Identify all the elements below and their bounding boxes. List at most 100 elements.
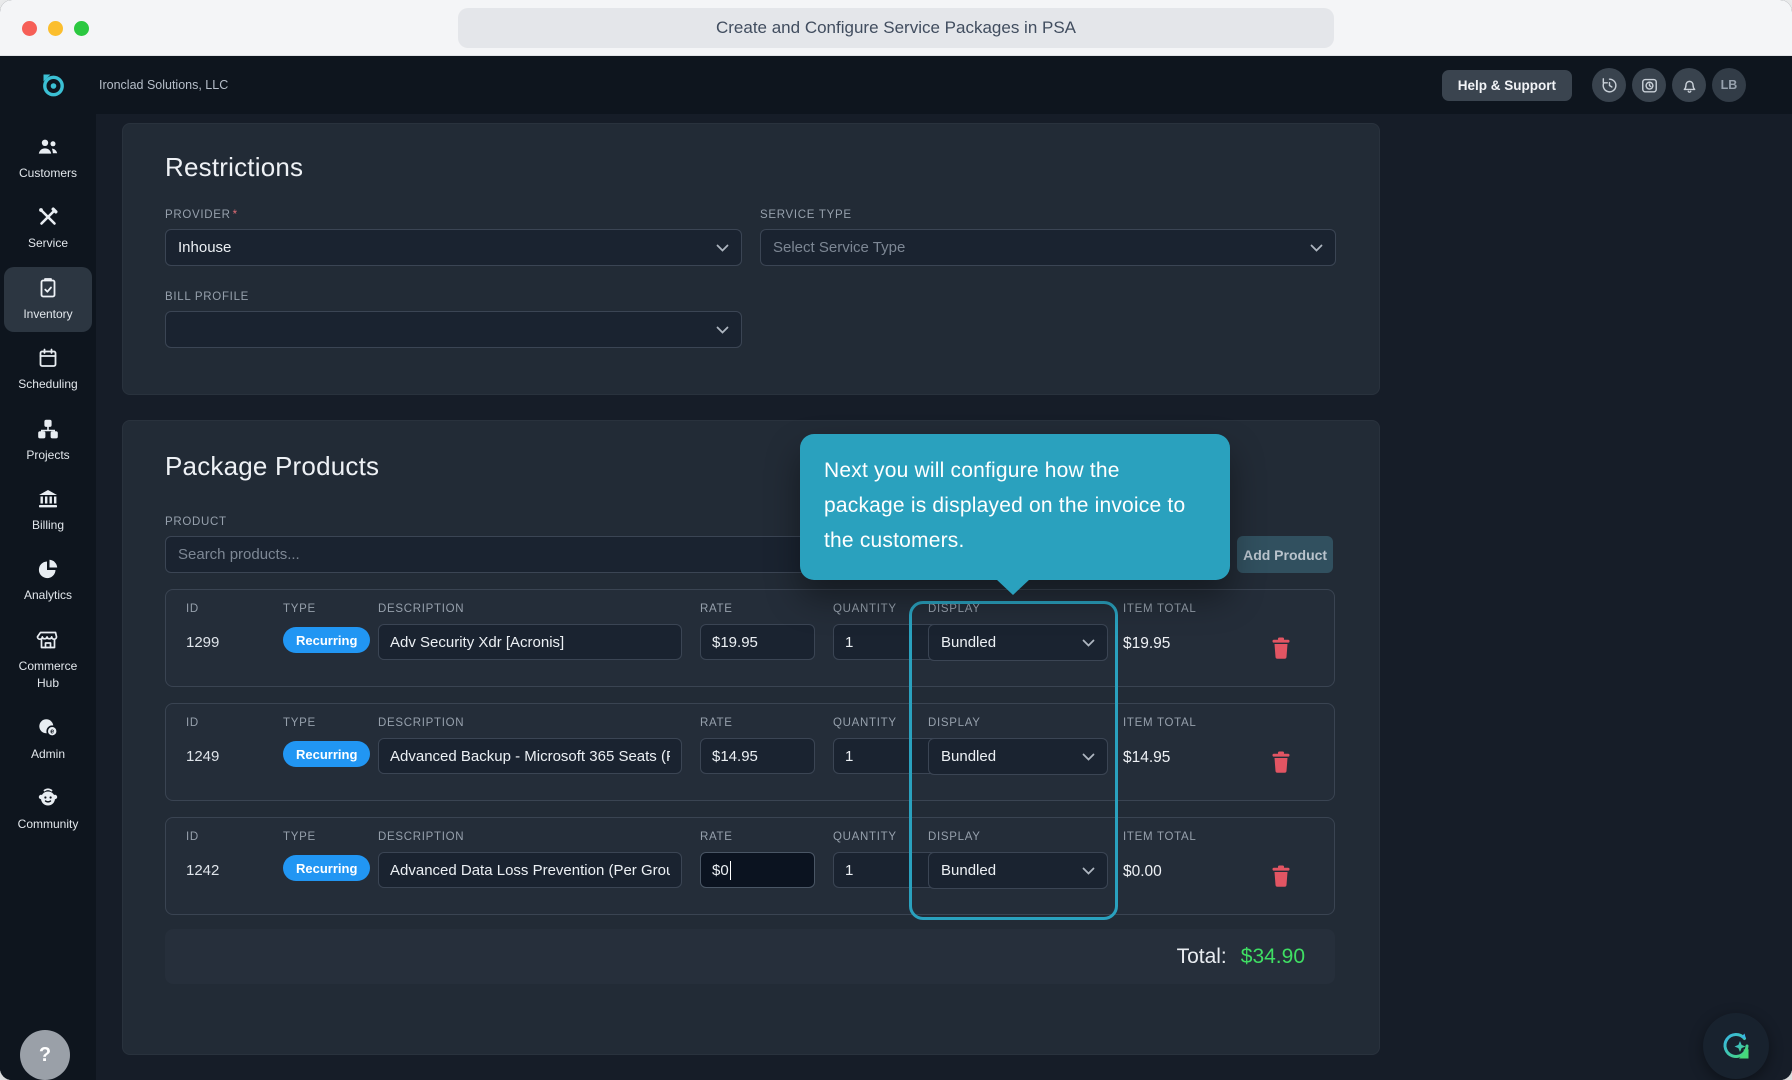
sidebar-item-label: Community bbox=[17, 816, 79, 831]
admin-icon: e bbox=[39, 718, 59, 737]
rate-input[interactable]: $19.95 bbox=[700, 624, 815, 660]
sidebar-item-label: Service bbox=[27, 236, 68, 251]
sidebar-item-commerce-hub[interactable]: Commerce Hub bbox=[4, 619, 92, 702]
analytics-icon bbox=[38, 560, 58, 579]
display-select[interactable]: Bundled bbox=[928, 852, 1108, 889]
sidebar-item-community[interactable]: Community bbox=[4, 777, 92, 842]
sidebar: Customers Service bbox=[0, 114, 96, 1080]
item-total-value: $19.95 bbox=[1123, 635, 1171, 652]
add-product-button[interactable]: Add Product bbox=[1237, 536, 1333, 573]
description-column-label: DESCRIPTION bbox=[378, 717, 465, 729]
app-logo-icon bbox=[43, 74, 64, 96]
inventory-icon bbox=[40, 277, 56, 298]
sidebar-item-label: Analytics bbox=[23, 588, 73, 603]
sidebar-item-label: Projects bbox=[26, 447, 70, 462]
sidebar-item-billing[interactable]: Billing bbox=[4, 478, 92, 543]
rate-column-label: RATE bbox=[700, 603, 733, 615]
close-window-button[interactable] bbox=[22, 21, 37, 36]
tooltip-arrow bbox=[996, 579, 1030, 595]
delete-row-button[interactable] bbox=[1270, 636, 1292, 663]
help-support-button[interactable]: Help & Support bbox=[1441, 69, 1572, 101]
provider-value: Inhouse bbox=[178, 239, 232, 256]
provider-label: PROVIDER * bbox=[165, 209, 238, 221]
description-column-label: DESCRIPTION bbox=[378, 831, 465, 843]
tour-tooltip: Next you will configure how the package … bbox=[800, 434, 1230, 595]
scheduling-icon bbox=[39, 348, 57, 368]
total-value: $34.90 bbox=[1240, 944, 1305, 968]
sidebar-item-label: Commerce Hub bbox=[18, 658, 78, 691]
history-icon[interactable] bbox=[1592, 68, 1626, 102]
product-label: PRODUCT bbox=[165, 516, 227, 528]
tour-tooltip-text: Next you will configure how the package … bbox=[824, 459, 1186, 552]
commerce-hub-icon bbox=[36, 631, 58, 649]
sidebar-item-projects[interactable]: Projects bbox=[4, 408, 92, 473]
billing-icon bbox=[39, 489, 57, 508]
total-bar: Total: $34.90 bbox=[165, 929, 1335, 984]
trash-icon bbox=[1272, 751, 1290, 773]
service-type-select[interactable]: Select Service Type bbox=[760, 229, 1336, 266]
item-total-column-label: ITEM TOTAL bbox=[1123, 831, 1197, 843]
rate-input[interactable]: $14.95 bbox=[700, 738, 815, 774]
product-row: ID 1242 TYPE Recurring DESCRIPTION Advan… bbox=[165, 817, 1335, 915]
description-input[interactable]: Adv Security Xdr [Acronis] bbox=[378, 624, 682, 660]
rate-column-label: RATE bbox=[700, 717, 733, 729]
sidebar-item-admin[interactable]: e Admin bbox=[4, 707, 92, 772]
id-column-label: ID bbox=[186, 717, 199, 729]
bill-profile-select[interactable] bbox=[165, 311, 742, 348]
product-id: 1242 bbox=[186, 862, 220, 879]
minimize-window-button[interactable] bbox=[48, 21, 63, 36]
type-column-label: TYPE bbox=[283, 603, 316, 615]
chevron-down-icon bbox=[1082, 753, 1095, 761]
display-select[interactable]: Bundled bbox=[928, 738, 1108, 775]
total-label: Total: bbox=[1176, 944, 1227, 968]
titlebar: Create and Configure Service Packages in… bbox=[0, 0, 1792, 56]
sidebar-item-label: Billing bbox=[31, 517, 64, 532]
delete-row-button[interactable] bbox=[1270, 864, 1292, 891]
restrictions-title: Restrictions bbox=[165, 152, 304, 182]
projects-icon bbox=[38, 419, 58, 438]
product-id: 1249 bbox=[186, 748, 220, 765]
ai-assistant-button[interactable] bbox=[1703, 1013, 1769, 1079]
item-total-column-label: ITEM TOTAL bbox=[1123, 717, 1197, 729]
sidebar-item-analytics[interactable]: Analytics bbox=[4, 548, 92, 613]
bell-icon[interactable] bbox=[1672, 68, 1706, 102]
type-column-label: TYPE bbox=[283, 717, 316, 729]
description-input[interactable]: Advanced Backup - Microsoft 365 Seats (P bbox=[378, 738, 682, 774]
description-column-label: DESCRIPTION bbox=[378, 603, 465, 615]
sidebar-item-scheduling[interactable]: Scheduling bbox=[4, 337, 92, 402]
chevron-down-icon bbox=[716, 244, 729, 252]
chevron-down-icon bbox=[716, 326, 729, 334]
provider-select[interactable]: Inhouse bbox=[165, 229, 742, 266]
traffic-lights bbox=[22, 21, 89, 36]
sidebar-item-inventory[interactable]: Inventory bbox=[4, 266, 92, 333]
chevron-down-icon bbox=[1082, 867, 1095, 875]
id-column-label: ID bbox=[186, 831, 199, 843]
rate-input-focused[interactable]: $0 bbox=[700, 852, 815, 888]
ai-assistant-icon bbox=[1723, 1033, 1749, 1059]
display-select[interactable]: Bundled bbox=[928, 624, 1108, 661]
customers-icon bbox=[38, 139, 58, 154]
quantity-column-label: QUANTITY bbox=[833, 717, 897, 729]
help-floating-button[interactable]: ? bbox=[20, 1030, 70, 1080]
sidebar-item-customers[interactable]: Customers bbox=[4, 126, 92, 191]
trash-icon bbox=[1272, 637, 1290, 659]
zoom-window-button[interactable] bbox=[74, 21, 89, 36]
rate-column-label: RATE bbox=[700, 831, 733, 843]
trash-icon bbox=[1272, 865, 1290, 887]
service-icon bbox=[39, 207, 58, 226]
product-search-placeholder: Search products... bbox=[178, 546, 300, 563]
avatar-initials: LB bbox=[1720, 78, 1738, 92]
item-total-column-label: ITEM TOTAL bbox=[1123, 603, 1197, 615]
description-input[interactable]: Advanced Data Loss Prevention (Per Group bbox=[378, 852, 682, 888]
quantity-column-label: QUANTITY bbox=[833, 831, 897, 843]
product-id: 1299 bbox=[186, 634, 220, 651]
svg-text:e: e bbox=[50, 728, 54, 735]
delete-row-button[interactable] bbox=[1270, 750, 1292, 777]
user-avatar[interactable]: LB bbox=[1712, 68, 1746, 102]
text-cursor bbox=[729, 860, 732, 880]
sidebar-item-service[interactable]: Service bbox=[4, 196, 92, 261]
time-clock-icon[interactable] bbox=[1632, 68, 1666, 102]
service-type-label: SERVICE TYPE bbox=[760, 209, 852, 221]
product-row: ID 1249 TYPE Recurring DESCRIPTION Advan… bbox=[165, 703, 1335, 801]
